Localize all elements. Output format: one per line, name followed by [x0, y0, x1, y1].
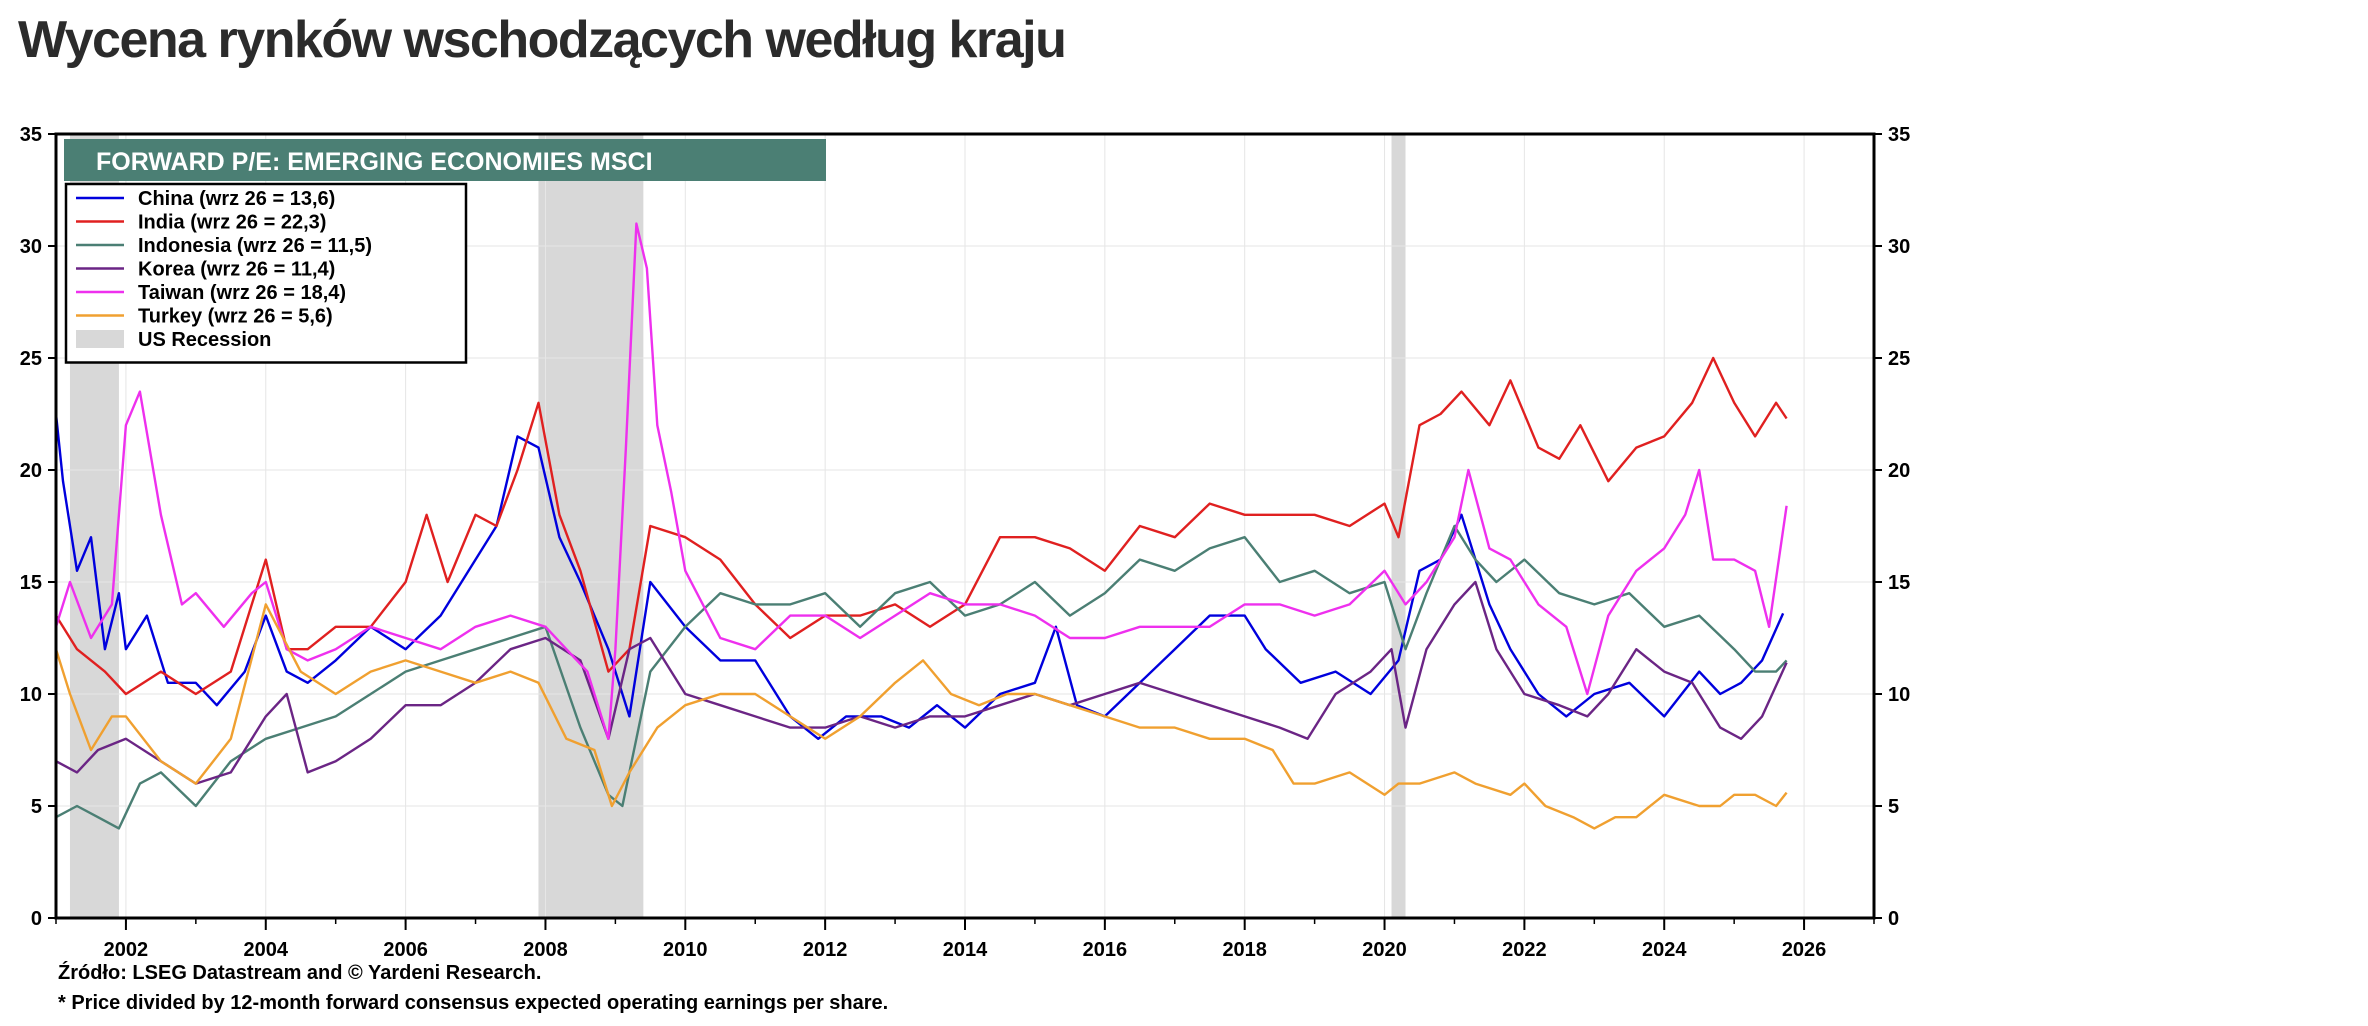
chart-title: FORWARD P/E: EMERGING ECONOMIES MSCI — [96, 148, 653, 176]
legend-label-3: Korea (wrz 26 = 11,4) — [138, 259, 335, 281]
series-line-0 — [54, 413, 1785, 740]
legend-label-recession: US Recession — [138, 329, 271, 351]
x-tick-label-2018: 2018 — [1222, 939, 1267, 961]
footnote: * Price divided by 12-month forward cons… — [58, 992, 889, 1014]
y-tick-label-left-30: 30 — [20, 236, 42, 258]
series-line-3 — [55, 580, 1788, 785]
y-tick-label-left-15: 15 — [20, 572, 42, 594]
y-tick-label-right-10: 10 — [1888, 684, 1910, 706]
y-tick-label-left-20: 20 — [20, 460, 42, 482]
y-tick-label-right-25: 25 — [1888, 348, 1910, 370]
x-tick-label-2008: 2008 — [523, 939, 568, 961]
series-line-4 — [54, 222, 1788, 740]
series-line-1 — [54, 356, 1788, 696]
x-tick-label-2012: 2012 — [803, 939, 848, 961]
x-tick-label-2002: 2002 — [104, 939, 149, 961]
recession-band-1 — [538, 134, 644, 918]
series-lines — [54, 222, 1788, 830]
legend: China (wrz 26 = 13,6)India (wrz 26 = 22,… — [64, 182, 468, 364]
legend-label-2: Indonesia (wrz 26 = 11,5) — [138, 235, 372, 257]
y-tick-label-right-15: 15 — [1888, 572, 1910, 594]
x-tick-label-2014: 2014 — [943, 939, 988, 961]
y-tick-label-right-35: 35 — [1888, 124, 1910, 146]
legend-label-5: Turkey (wrz 26 = 5,6) — [138, 306, 333, 328]
source-note: Źródło: LSEG Datastream and © Yardeni Re… — [58, 962, 542, 984]
y-tick-label-right-30: 30 — [1888, 236, 1910, 258]
y-tick-label-right-0: 0 — [1888, 908, 1899, 930]
x-tick-label-2020: 2020 — [1362, 939, 1407, 961]
legend-label-0: China (wrz 26 = 13,6) — [138, 188, 335, 210]
x-tick-label-2022: 2022 — [1502, 939, 1547, 961]
legend-box — [64, 182, 468, 364]
x-tick-label-2004: 2004 — [244, 939, 289, 961]
recession-band-2 — [1391, 134, 1406, 918]
legend-label-1: India (wrz 26 = 22,3) — [138, 212, 326, 234]
x-tick-label-2010: 2010 — [663, 939, 708, 961]
y-tick-label-left-5: 5 — [31, 796, 42, 818]
y-tick-label-left-10: 10 — [20, 684, 42, 706]
y-tick-label-left-0: 0 — [31, 908, 42, 930]
y-tick-label-right-5: 5 — [1888, 796, 1899, 818]
x-tick-label-2016: 2016 — [1083, 939, 1128, 961]
y-tick-label-right-20: 20 — [1888, 460, 1910, 482]
x-tick-label-2006: 2006 — [383, 939, 428, 961]
legend-label-4: Taiwan (wrz 26 = 18,4) — [138, 282, 346, 304]
series-line-5 — [54, 603, 1788, 830]
chart-title-background — [64, 139, 826, 181]
x-tick-label-2026: 2026 — [1782, 939, 1827, 961]
y-tick-label-left-35: 35 — [20, 124, 42, 146]
legend-swatch-recession — [76, 330, 124, 348]
chart-title-banner: FORWARD P/E: EMERGING ECONOMIES MSCI — [64, 139, 826, 181]
y-tick-label-left-25: 25 — [20, 348, 42, 370]
page-title: Wycena rynków wschodzących według kraju — [18, 11, 1067, 69]
x-tick-label-2024: 2024 — [1642, 939, 1687, 961]
